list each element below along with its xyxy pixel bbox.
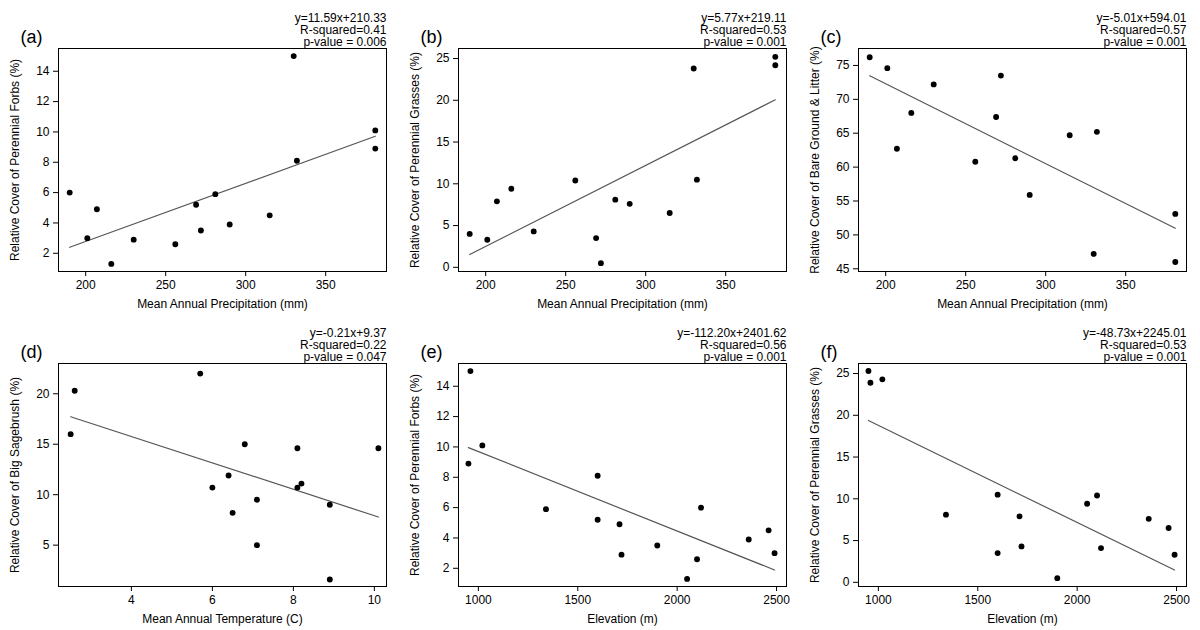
svg-text:55: 55 <box>836 194 850 208</box>
svg-text:60: 60 <box>836 160 850 174</box>
svg-text:200: 200 <box>476 278 496 292</box>
svg-text:20: 20 <box>836 408 850 422</box>
svg-text:45: 45 <box>836 262 850 276</box>
svg-text:200: 200 <box>76 278 96 292</box>
svg-text:(d): (d) <box>21 342 43 362</box>
svg-text:200: 200 <box>876 278 896 292</box>
svg-text:8: 8 <box>43 155 50 169</box>
svg-text:y=-0.21x+9.37R-squared=0.22p-v: y=-0.21x+9.37R-squared=0.22p-value = 0.0… <box>300 326 387 364</box>
svg-text:2: 2 <box>443 561 450 575</box>
svg-text:75: 75 <box>836 58 850 72</box>
svg-text:y=-112.20x+2401.62R-squared=0.: y=-112.20x+2401.62R-squared=0.56p-value … <box>677 326 787 364</box>
svg-text:12: 12 <box>36 94 50 108</box>
svg-text:Relative Cover of Bare Ground: Relative Cover of Bare Ground & Litter (… <box>808 46 822 273</box>
svg-text:1000: 1000 <box>865 593 892 607</box>
svg-text:15: 15 <box>36 437 50 451</box>
svg-text:15: 15 <box>436 135 450 149</box>
svg-text:65: 65 <box>836 126 850 140</box>
svg-text:10: 10 <box>36 125 50 139</box>
svg-text:Elevation (m): Elevation (m) <box>987 612 1058 626</box>
svg-text:300: 300 <box>236 278 256 292</box>
svg-text:y=-5.01x+594.01R-squared=0.57p: y=-5.01x+594.01R-squared=0.57p-value = 0… <box>1096 11 1186 49</box>
svg-text:6: 6 <box>443 500 450 514</box>
svg-text:0: 0 <box>443 260 450 274</box>
svg-text:0: 0 <box>843 575 850 589</box>
svg-text:70: 70 <box>836 92 850 106</box>
svg-text:50: 50 <box>836 228 850 242</box>
svg-text:250: 250 <box>556 278 576 292</box>
svg-text:250: 250 <box>156 278 176 292</box>
svg-text:Relative Cover of Perennial Gr: Relative Cover of Perennial Grasses (%) <box>808 367 822 583</box>
svg-text:Relative Cover of Big Sagebrus: Relative Cover of Big Sagebrush (%) <box>8 377 22 573</box>
svg-text:y=11.59x+210.33R-squared=0.41p: y=11.59x+210.33R-squared=0.41p-value = 0… <box>295 11 387 49</box>
svg-text:2500: 2500 <box>1163 593 1190 607</box>
svg-text:2000: 2000 <box>1064 593 1091 607</box>
svg-text:10: 10 <box>368 593 382 607</box>
svg-text:Mean Annual Precipitation (mm): Mean Annual Precipitation (mm) <box>937 297 1108 311</box>
svg-text:10: 10 <box>36 488 50 502</box>
svg-text:15: 15 <box>836 450 850 464</box>
svg-text:4: 4 <box>43 216 50 230</box>
svg-text:2: 2 <box>43 246 50 260</box>
svg-text:Mean Annual Precipitation (mm): Mean Annual Precipitation (mm) <box>537 297 708 311</box>
svg-text:8: 8 <box>443 470 450 484</box>
svg-text:1500: 1500 <box>964 593 991 607</box>
svg-text:14: 14 <box>436 379 450 393</box>
svg-text:5: 5 <box>443 218 450 232</box>
svg-text:(a): (a) <box>21 27 43 47</box>
svg-text:1500: 1500 <box>564 593 591 607</box>
svg-text:Elevation (m): Elevation (m) <box>587 612 658 626</box>
svg-text:6: 6 <box>43 185 50 199</box>
svg-text:12: 12 <box>436 409 450 423</box>
svg-text:4: 4 <box>443 531 450 545</box>
svg-text:(e): (e) <box>421 342 443 362</box>
svg-text:8: 8 <box>290 593 297 607</box>
svg-text:300: 300 <box>636 278 656 292</box>
svg-text:350: 350 <box>316 278 336 292</box>
svg-text:20: 20 <box>36 387 50 401</box>
svg-text:10: 10 <box>436 177 450 191</box>
svg-text:10: 10 <box>436 440 450 454</box>
svg-text:Mean Annual Temperature (C): Mean Annual Temperature (C) <box>142 612 303 626</box>
svg-text:(c): (c) <box>821 27 842 47</box>
svg-text:4: 4 <box>128 593 135 607</box>
svg-text:5: 5 <box>843 533 850 547</box>
svg-text:y=5.77x+219.11R-squared=0.53p-: y=5.77x+219.11R-squared=0.53p-value = 0.… <box>700 11 787 49</box>
svg-text:6: 6 <box>209 593 216 607</box>
svg-text:Relative Cover of Perennial Gr: Relative Cover of Perennial Grasses (%) <box>408 52 422 268</box>
svg-text:5: 5 <box>43 538 50 552</box>
svg-text:Relative Cover of Perennial Fo: Relative Cover of Perennial Forbs (%) <box>408 374 422 576</box>
svg-text:250: 250 <box>956 278 976 292</box>
svg-text:300: 300 <box>1036 278 1056 292</box>
svg-text:(f): (f) <box>821 342 838 362</box>
svg-text:1000: 1000 <box>465 593 492 607</box>
svg-text:25: 25 <box>836 366 850 380</box>
svg-text:2000: 2000 <box>664 593 691 607</box>
svg-text:Relative Cover of Perennial Fo: Relative Cover of Perennial Forbs (%) <box>8 59 22 261</box>
svg-text:350: 350 <box>1116 278 1136 292</box>
svg-text:y=-48.73x+2245.01R-squared=0.5: y=-48.73x+2245.01R-squared=0.53p-value =… <box>1083 326 1187 364</box>
svg-text:350: 350 <box>716 278 736 292</box>
svg-text:2500: 2500 <box>763 593 790 607</box>
svg-text:25: 25 <box>436 51 450 65</box>
svg-text:14: 14 <box>36 64 50 78</box>
svg-text:10: 10 <box>836 492 850 506</box>
svg-text:20: 20 <box>436 93 450 107</box>
svg-text:Mean Annual Precipitation (mm): Mean Annual Precipitation (mm) <box>137 297 308 311</box>
svg-text:(b): (b) <box>421 27 443 47</box>
